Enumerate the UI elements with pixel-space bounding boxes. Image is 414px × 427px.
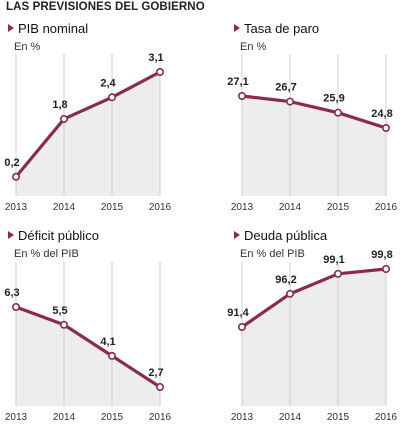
- tick-label-2015: 2015: [101, 412, 124, 423]
- data-label-2015: 99,1: [323, 254, 344, 266]
- bullet-icon: [234, 24, 240, 32]
- area-fill: [16, 307, 160, 406]
- data-label-2015: 25,9: [323, 93, 344, 105]
- tick-label-2016: 2016: [149, 412, 172, 423]
- chart-panel-2: Tasa de paro En % 27,1 26,7 25,9 24,8 2013 2014…: [227, 21, 397, 213]
- data-label-2016: 2,7: [148, 367, 163, 379]
- chart-subtitle: En % del PIB: [14, 248, 79, 260]
- bullet-icon: [234, 231, 240, 239]
- series-line: [240, 267, 388, 329]
- tick-label-2014: 2014: [53, 412, 76, 423]
- data-point-2013: [12, 172, 21, 181]
- data-label-2013: 27,1: [227, 76, 248, 88]
- area-fill: [242, 96, 386, 196]
- data-label-2014: 26,7: [275, 82, 296, 94]
- main-title: LAS PREVISIONES DEL GOBIERNO: [6, 1, 205, 13]
- bullet-icon: [8, 231, 14, 239]
- data-point-2013: [12, 302, 21, 311]
- data-point-2013: [238, 322, 247, 331]
- data-label-2015: 2,4: [100, 77, 116, 89]
- tick-label-2015: 2015: [101, 202, 124, 213]
- chart-panel-3: Déficit público En % del PIB 6,3 5,5 4,1 2,7 2…: [4, 228, 171, 423]
- data-label-2016: 99,8: [371, 249, 392, 261]
- data-label-2013: 0,2: [4, 157, 19, 169]
- data-point-2016: [381, 124, 390, 133]
- chart-title: Deuda pública: [244, 228, 328, 243]
- tick-label-2016: 2016: [375, 202, 398, 213]
- tick-label-2014: 2014: [53, 202, 76, 213]
- data-point-2016: [381, 264, 390, 273]
- data-point-2015: [108, 93, 117, 102]
- data-label-2016: 24,8: [371, 108, 392, 120]
- area-fill: [16, 72, 160, 196]
- data-point-2013: [238, 92, 247, 101]
- chart-title: Déficit público: [18, 228, 99, 243]
- data-label-2015: 4,1: [100, 336, 115, 348]
- chart-subtitle: En % del PIB: [240, 248, 305, 260]
- data-point-2014: [59, 320, 68, 329]
- tick-label-2013: 2013: [231, 202, 254, 213]
- chart-subtitle: En %: [240, 41, 267, 53]
- chart-title: PIB nominal: [18, 21, 88, 36]
- tick-label-2015: 2015: [327, 412, 350, 423]
- data-label-2013: 6,3: [4, 287, 19, 299]
- data-label-2014: 5,5: [52, 305, 67, 317]
- tick-label-2016: 2016: [375, 412, 398, 423]
- tick-label-2014: 2014: [279, 202, 302, 213]
- data-label-2016: 3,1: [148, 52, 163, 64]
- data-point-2015: [333, 269, 342, 278]
- series-line: [14, 70, 162, 179]
- tick-label-2015: 2015: [327, 202, 350, 213]
- data-point-2016: [156, 68, 165, 77]
- series-line: [240, 94, 388, 130]
- data-point-2014: [59, 114, 68, 123]
- tick-label-2013: 2013: [231, 412, 254, 423]
- chart-panel-1: PIB nominal En % 0,2 1,8 2,4 3,1 2013 2014 2015 2…: [4, 21, 171, 213]
- chart-title: Tasa de paro: [244, 21, 319, 36]
- data-label-2013: 91,4: [227, 307, 249, 319]
- data-point-2014: [285, 97, 294, 106]
- data-point-2014: [285, 289, 294, 298]
- data-point-2015: [333, 108, 342, 117]
- data-label-2014: 1,8: [52, 99, 67, 111]
- tick-label-2016: 2016: [149, 202, 172, 213]
- tick-label-2013: 2013: [5, 202, 28, 213]
- data-point-2015: [108, 351, 117, 360]
- chart-panel-4: Deuda pública En % del PIB 91,4 96,2 99,1 99,…: [227, 228, 397, 423]
- tick-label-2013: 2013: [5, 412, 28, 423]
- series-line: [14, 305, 162, 389]
- chart-subtitle: En %: [14, 41, 41, 53]
- data-point-2016: [156, 382, 165, 391]
- bullet-icon: [8, 24, 14, 32]
- tick-label-2014: 2014: [279, 412, 302, 423]
- area-fill: [242, 269, 386, 406]
- data-label-2014: 96,2: [275, 274, 296, 286]
